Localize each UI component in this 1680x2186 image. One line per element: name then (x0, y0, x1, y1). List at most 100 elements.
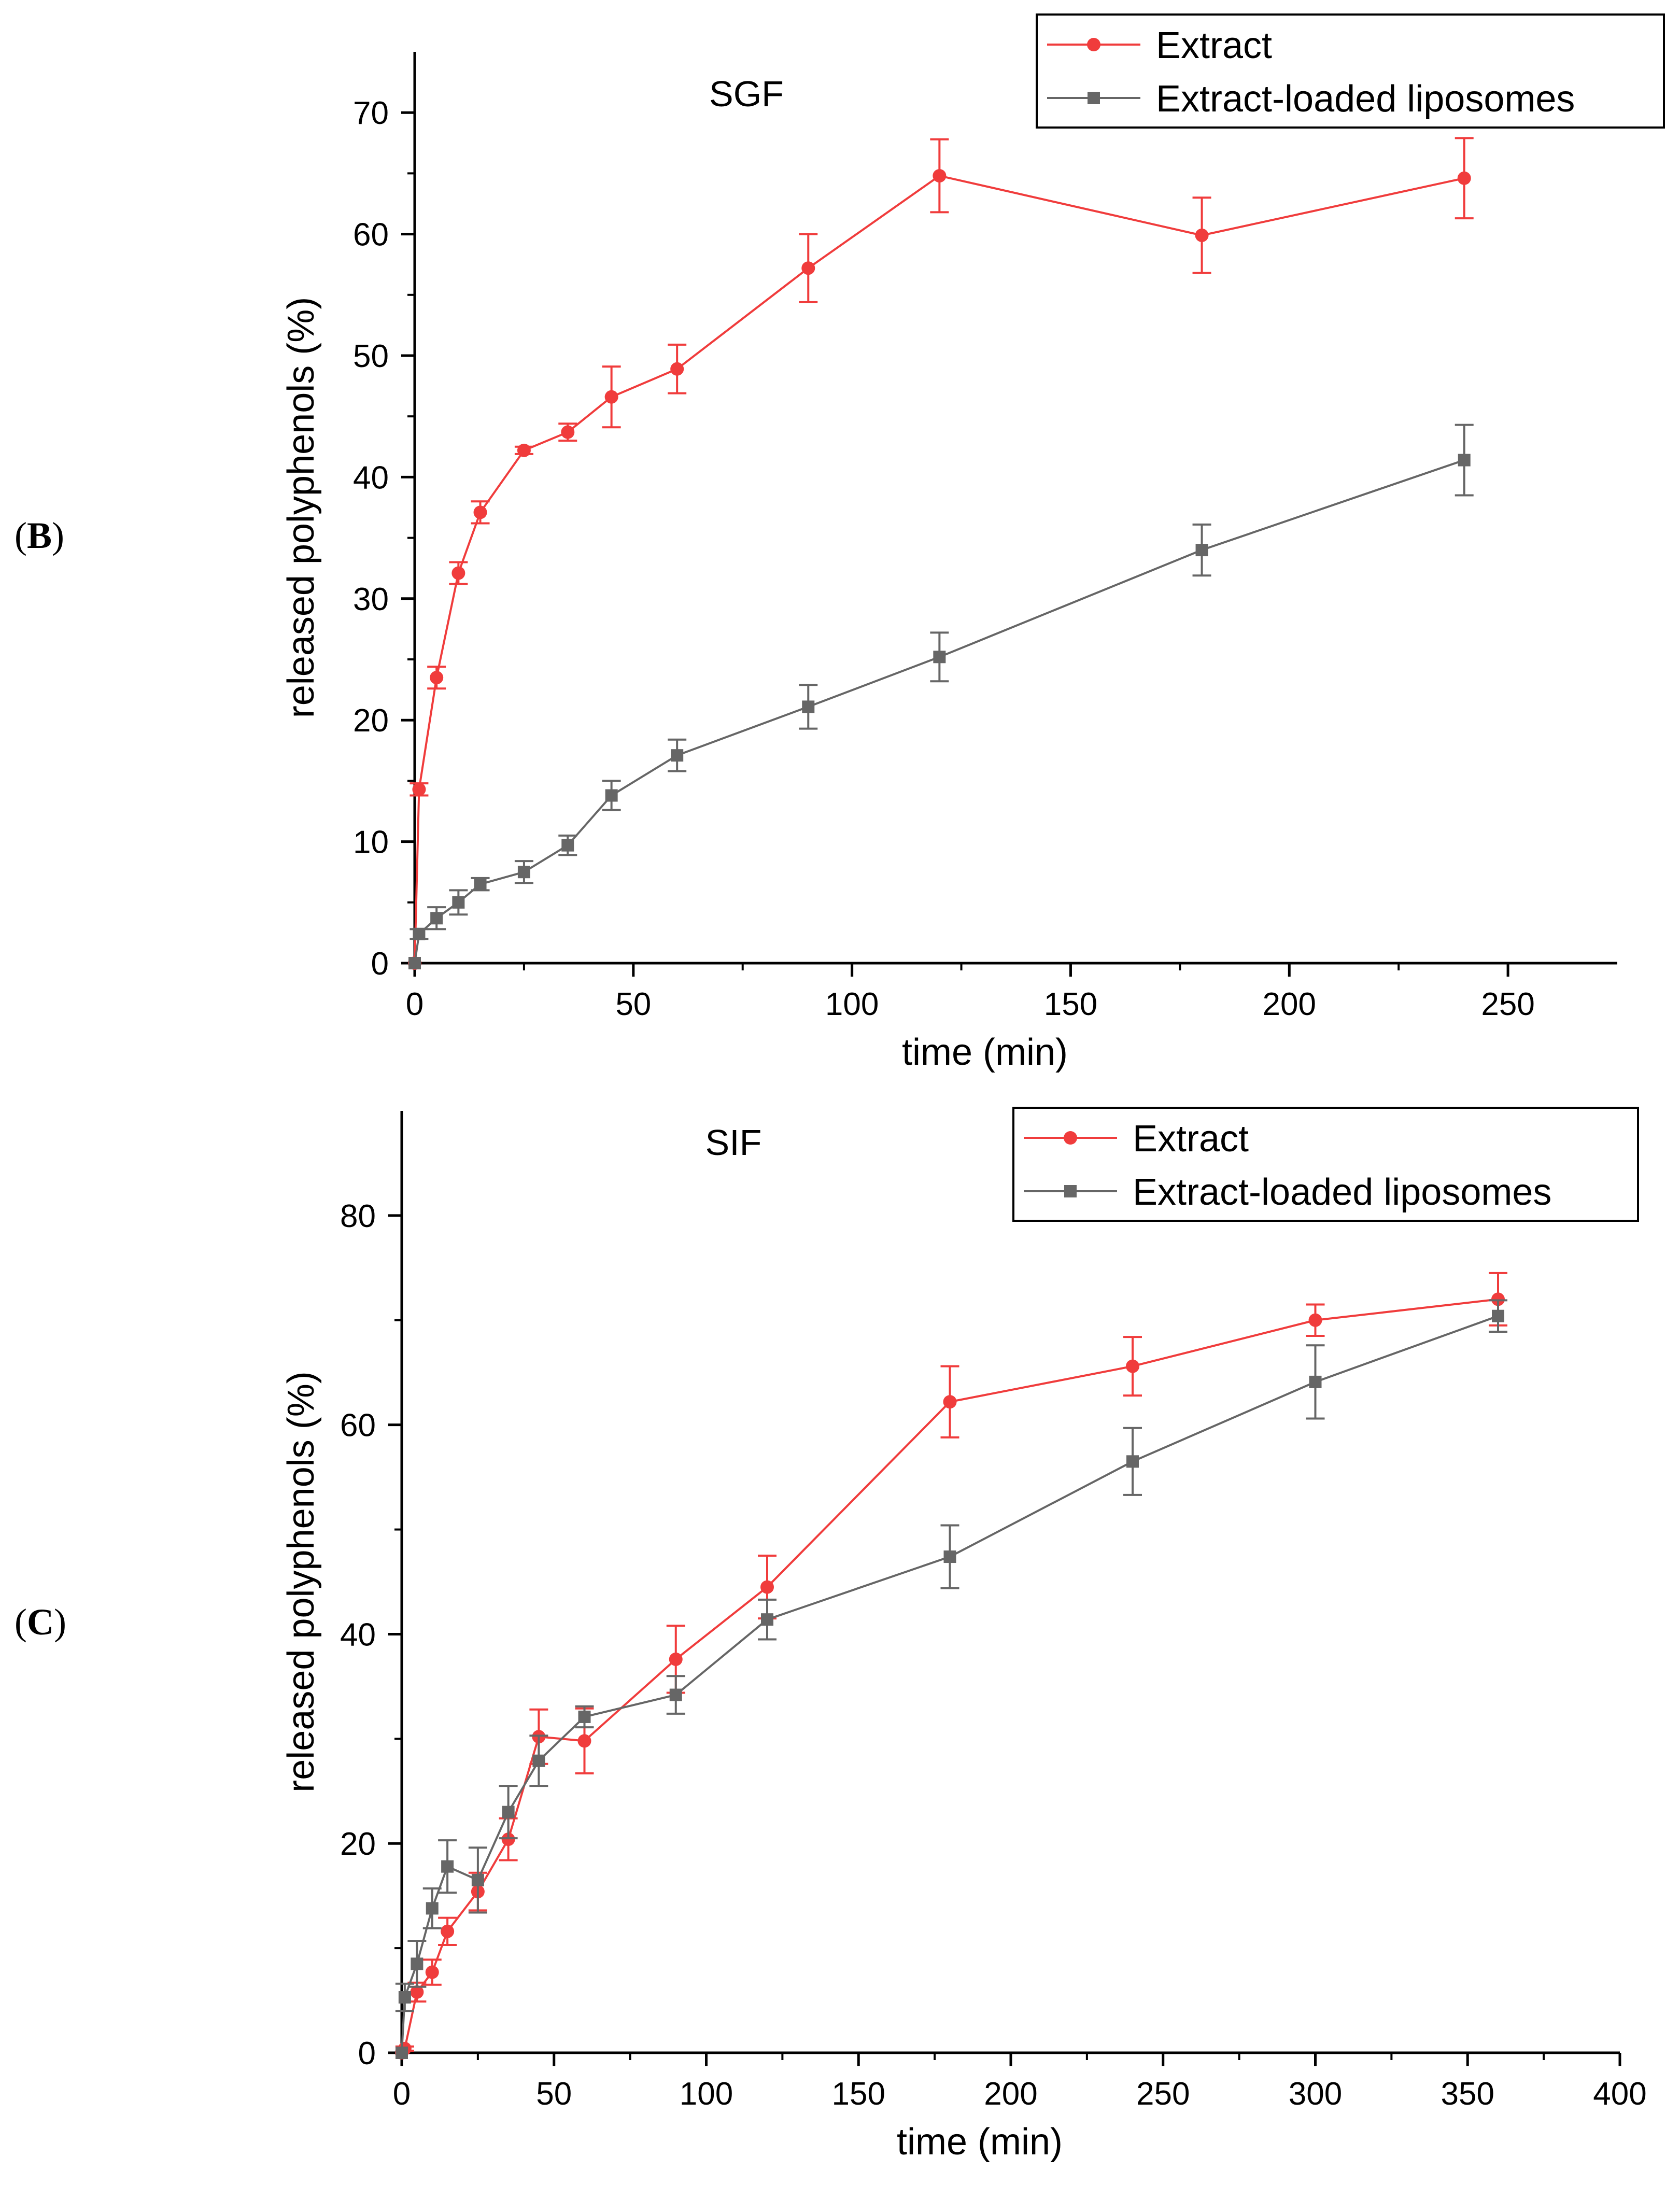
x-tick-label: 100 (825, 986, 879, 1022)
data-point (801, 261, 815, 275)
data-point (561, 425, 575, 439)
x-tick-label: 50 (615, 986, 651, 1022)
y-tick-label: 70 (353, 95, 389, 131)
data-point (426, 1902, 439, 1915)
y-tick-label: 60 (340, 1408, 376, 1444)
legend-label: Extract (1133, 1118, 1249, 1160)
data-point (408, 957, 421, 969)
data-point (1195, 544, 1208, 557)
data-point (943, 1550, 956, 1563)
data-point (412, 782, 426, 796)
legend-label: Extract (1156, 25, 1272, 66)
y-tick-label: 80 (340, 1198, 376, 1234)
data-point (933, 651, 946, 664)
legend-box (1012, 1107, 1639, 1222)
data-point (671, 749, 684, 762)
legend: Extract Extract-loaded liposomes (1012, 1107, 1639, 1222)
y-axis-title: released polyphenols (%) (280, 297, 322, 718)
panel-label-b: (B) (15, 515, 64, 556)
data-point (502, 1806, 515, 1818)
x-tick-label: 200 (984, 2076, 1037, 2112)
legend: Extract Extract-loaded liposomes (1036, 13, 1665, 129)
data-point (396, 2047, 408, 2059)
data-point (425, 1965, 439, 1979)
data-point (1458, 454, 1471, 467)
data-point (1309, 1375, 1322, 1388)
x-tick-label: 150 (832, 2076, 885, 2112)
data-point (471, 1873, 484, 1886)
data-point (501, 1832, 515, 1846)
legend-marker (1064, 1131, 1077, 1145)
data-point (1126, 1455, 1139, 1468)
data-point (669, 1652, 683, 1666)
data-point (802, 700, 815, 713)
y-tick-label: 0 (371, 946, 389, 982)
data-point (430, 912, 443, 925)
x-axis-title: time (min) (902, 1032, 1068, 1073)
series-extract (395, 1272, 1507, 2060)
x-axis-title: time (min) (897, 2121, 1063, 2163)
y-tick-label: 60 (353, 217, 389, 253)
x-tick-label: 400 (1593, 2076, 1646, 2112)
data-point (451, 566, 465, 580)
data-point (474, 878, 487, 891)
data-point (604, 390, 618, 404)
data-point (441, 1924, 455, 1938)
data-point (577, 1734, 591, 1748)
legend-box (1036, 13, 1665, 129)
legend-label: Extract-loaded liposomes (1156, 78, 1575, 120)
data-point (1308, 1313, 1322, 1327)
x-tick-label: 150 (1044, 986, 1097, 1022)
data-point (441, 1860, 454, 1873)
data-point (532, 1754, 545, 1767)
x-tick-label: 100 (680, 2076, 733, 2112)
data-point (669, 1688, 682, 1701)
x-tick-label: 350 (1441, 2076, 1494, 2112)
data-point (1491, 1292, 1505, 1306)
data-point (761, 1613, 773, 1626)
y-tick-label: 50 (353, 339, 389, 374)
chart-title: SIF (705, 1122, 762, 1163)
data-point (943, 1395, 957, 1409)
x-tick-label: 300 (1289, 2076, 1342, 2112)
panel-label-b-letter: B (26, 515, 52, 556)
data-point (1126, 1359, 1139, 1373)
data-point (670, 362, 684, 376)
data-point (411, 1957, 423, 1970)
data-point (605, 789, 618, 802)
x-tick-label: 0 (406, 986, 423, 1022)
series-liposomes (408, 424, 1474, 969)
x-tick-label: 200 (1263, 986, 1316, 1022)
chart-sif: 0 50 100 150 200 250 300 350 400 0 20 40 60 80 time (m… (280, 1107, 1647, 2163)
data-point (1457, 171, 1471, 185)
y-tick-label: 0 (358, 2036, 376, 2071)
data-point (1195, 228, 1209, 242)
data-point (473, 505, 487, 519)
y-tick-label: 30 (353, 582, 389, 617)
data-point (1492, 1309, 1504, 1322)
data-point (517, 866, 530, 879)
x-tick-label: 250 (1481, 986, 1534, 1022)
data-point (410, 1985, 424, 1999)
y-tick-label: 20 (340, 1826, 376, 1862)
series-line (414, 459, 1465, 964)
legend-marker (1088, 92, 1100, 104)
data-point (452, 896, 465, 909)
y-tick-label: 40 (340, 1617, 376, 1653)
chart-title: SGF (709, 74, 784, 114)
data-point (760, 1580, 774, 1594)
data-point (413, 927, 426, 940)
data-point (517, 443, 531, 457)
legend-marker (1087, 38, 1100, 51)
panel-label-c-letter: C (26, 1601, 54, 1643)
y-axis-title: released polyphenols (%) (280, 1371, 322, 1792)
data-point (578, 1710, 591, 1723)
panel-label-c: (C) (15, 1601, 66, 1643)
legend-marker (1064, 1185, 1077, 1197)
y-tick-label: 10 (353, 825, 389, 861)
data-point (430, 671, 444, 685)
data-point (561, 839, 574, 852)
chart-sgf: 0 50 100 150 200 250 0 10 20 30 40 50 60 70 time (min)… (280, 13, 1665, 1073)
legend-label: Extract-loaded liposomes (1133, 1172, 1551, 1213)
